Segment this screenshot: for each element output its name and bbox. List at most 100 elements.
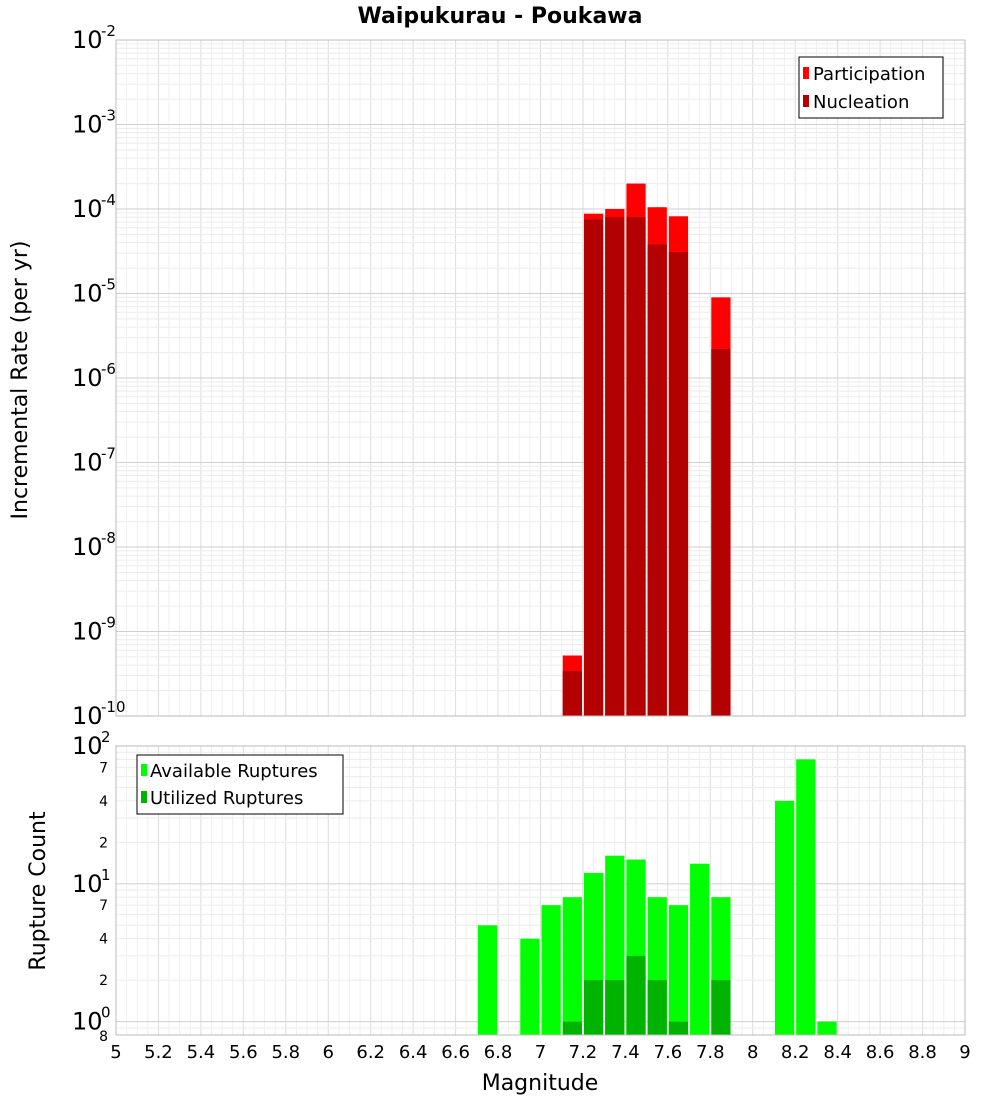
top-y-tick-label: 10 <box>72 449 103 477</box>
bottom-y-minor-tick-label: 7 <box>99 898 108 914</box>
top-y-tick-exponent: -2 <box>101 22 116 40</box>
bottom-bar-available-ruptures <box>520 938 540 1035</box>
top-y-tick-exponent: -6 <box>101 360 116 378</box>
bottom-y-tick-label: 10 <box>72 870 103 898</box>
top-legend: Participation Nucleation <box>798 56 944 119</box>
legend-swatch-nucleation <box>803 95 809 107</box>
x-tick-label: 6.8 <box>484 1042 513 1063</box>
chart-title: Waipukurau - Poukawa <box>358 4 643 29</box>
x-tick-label: 8.8 <box>908 1042 937 1063</box>
top-bars <box>562 183 731 717</box>
bottom-bar-utilized-ruptures <box>626 955 646 1035</box>
x-tick-label: 5.6 <box>229 1042 258 1063</box>
x-tick-label: 9 <box>959 1042 970 1063</box>
top-bar-nucleation <box>668 251 689 717</box>
bottom-bar-available-ruptures <box>477 925 498 1035</box>
bottom-y-minor-tick-label: 4 <box>99 932 108 948</box>
bottom-y-tick-label: 10 <box>72 732 103 760</box>
bottom-y-tick-label: 10 <box>72 1008 103 1036</box>
x-tick-label: 5.4 <box>187 1042 216 1063</box>
bottom-y-tick-exponent: 1 <box>101 866 111 884</box>
bottom-bar-utilized-ruptures <box>668 1021 689 1035</box>
top-y-tick-label: 10 <box>72 533 103 561</box>
bottom-bar-utilized-ruptures <box>605 980 625 1035</box>
bottom-bar-available-ruptures <box>690 863 710 1035</box>
bottom-bar-available-ruptures <box>774 800 795 1035</box>
bottom-bar-utilized-ruptures <box>583 980 604 1035</box>
x-tick-label: 6.2 <box>356 1042 385 1063</box>
bottom-legend: Available Ruptures Utilized Ruptures <box>136 754 344 815</box>
x-tick-label: 8.6 <box>866 1042 895 1063</box>
x-tick-label: 8 <box>747 1042 758 1063</box>
top-y-tick-exponent: -5 <box>101 276 116 294</box>
top-plot-frame <box>115 39 966 717</box>
top-legend-box <box>798 56 944 119</box>
legend-swatch-participation <box>803 67 809 79</box>
bottom-y-minor-tick-label: 2 <box>99 835 108 851</box>
bottom-y-minor-tick-label: 7 <box>99 760 108 776</box>
top-bar-nucleation <box>562 671 582 716</box>
x-tick-label: 6 <box>323 1042 334 1063</box>
bottom-y-tick-exponent: 0 <box>101 1004 111 1022</box>
top-y-tick-exponent: -10 <box>101 698 126 716</box>
legend-label-utilized: Utilized Ruptures <box>150 788 303 809</box>
top-y-tick-exponent: -7 <box>101 445 116 463</box>
top-y-tick-label: 10 <box>72 364 103 392</box>
top-y-tick-label: 10 <box>72 111 103 139</box>
x-tick-label: 5 <box>110 1042 121 1063</box>
x-tick-label: 5.2 <box>144 1042 173 1063</box>
top-y-tick-labels: 10-210-310-410-510-610-710-810-910-10 <box>72 22 126 730</box>
bottom-plot-frame <box>115 745 966 1036</box>
x-tick-label: 8.4 <box>823 1042 852 1063</box>
legend-swatch-available <box>141 764 147 776</box>
x-tick-labels: 5 5.2 5.4 5.6 5.8 6 6.2 6.4 6.6 6.8 7 7.2 7.4 7.6 7.8 8… <box>110 1042 970 1063</box>
bottom-bars <box>477 759 837 1035</box>
x-tick-label: 6.6 <box>441 1042 470 1063</box>
bottom-bar-utilized-ruptures <box>647 980 667 1035</box>
bottom-bar-available-ruptures <box>817 1021 837 1035</box>
top-grid <box>115 40 966 717</box>
x-tick-label: 5.8 <box>271 1042 300 1063</box>
top-bar-nucleation <box>626 217 646 716</box>
top-bar-nucleation <box>647 244 667 716</box>
bottom-legend-box <box>136 754 344 815</box>
bottom-y-minor-tick-label: 8 <box>99 1029 108 1045</box>
legend-label-participation: Participation <box>813 64 925 85</box>
bottom-bar-utilized-ruptures <box>711 980 731 1035</box>
bottom-bar-utilized-ruptures <box>562 1021 582 1035</box>
x-tick-label: 8.2 <box>781 1042 810 1063</box>
top-bar-nucleation <box>605 217 625 716</box>
bottom-y-tick-exponent: 2 <box>101 728 111 746</box>
x-tick-label: 7.2 <box>569 1042 598 1063</box>
legend-label-available: Available Ruptures <box>150 761 318 782</box>
top-y-axis-label: Incremental Rate (per yr) <box>8 241 33 520</box>
x-tick-label: 6.4 <box>399 1042 428 1063</box>
bottom-bar-available-ruptures <box>668 905 689 1035</box>
bottom-y-minor-tick-label: 2 <box>99 973 108 989</box>
top-y-tick-exponent: -3 <box>101 107 116 125</box>
top-y-tick-label: 10 <box>72 195 103 223</box>
top-y-tick-label: 10 <box>72 618 103 646</box>
top-bar-nucleation <box>711 349 731 716</box>
top-y-tick-exponent: -8 <box>101 529 116 547</box>
x-tick-label: 7.6 <box>654 1042 683 1063</box>
bottom-bar-available-ruptures <box>796 759 816 1035</box>
top-bar-nucleation <box>583 219 604 717</box>
legend-label-nucleation: Nucleation <box>813 92 909 113</box>
top-y-tick-label: 10 <box>72 280 103 308</box>
bottom-bar-available-ruptures <box>562 897 582 1035</box>
bottom-y-minor-tick-label: 4 <box>99 794 108 810</box>
x-tick-label: 7.4 <box>611 1042 640 1063</box>
bottom-y-axis-label: Rupture Count <box>26 811 51 971</box>
x-tick-label: 7 <box>535 1042 546 1063</box>
top-panel: 10-210-310-410-510-610-710-810-910-10 In… <box>8 22 966 730</box>
x-axis-label: Magnitude <box>482 1071 599 1096</box>
legend-swatch-utilized <box>141 791 147 803</box>
top-y-tick-label: 10 <box>72 26 103 54</box>
top-y-tick-exponent: -4 <box>101 191 116 209</box>
x-tick-label: 7.8 <box>696 1042 725 1063</box>
top-y-tick-label: 10 <box>72 702 103 730</box>
